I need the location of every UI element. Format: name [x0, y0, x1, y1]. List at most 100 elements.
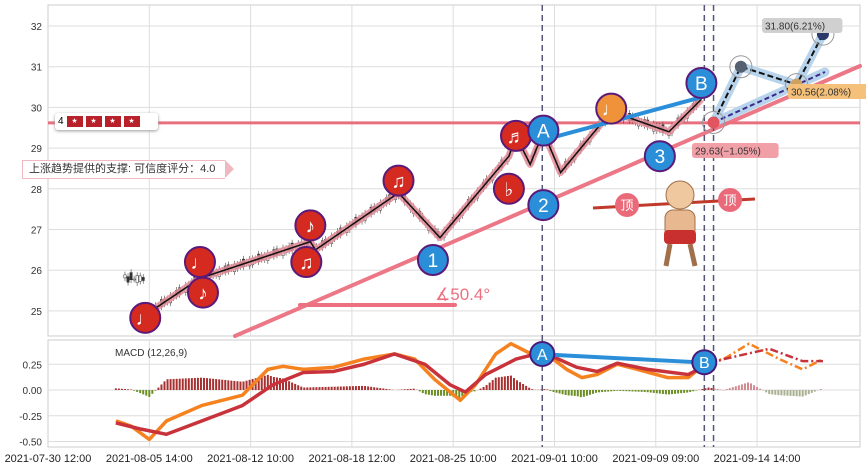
price-tick-label: 30 [31, 103, 43, 114]
macd-histogram-bar [354, 386, 357, 390]
macd-histogram-bar [677, 390, 680, 394]
macd-histogram-bar [737, 385, 740, 390]
angle-label: ∡50.4° [435, 285, 490, 304]
macd-histogram-bar [786, 390, 789, 396]
pattern-symbol: ♪ [306, 216, 316, 237]
macd-histogram-bar [206, 378, 209, 390]
macd-dea-line [115, 352, 710, 437]
macd-histogram-bar [306, 387, 309, 390]
macd-histogram-bar [807, 390, 810, 395]
macd-histogram-bar [440, 390, 443, 396]
macd-histogram-bar [212, 378, 215, 390]
macd-histogram-bar [497, 377, 500, 390]
macd-histogram-bar [582, 390, 585, 397]
macd-histogram-bar [595, 390, 598, 393]
macd-histogram-bar [221, 379, 224, 390]
macd-histogram-bar [701, 389, 704, 390]
macd-histogram-bar [655, 390, 658, 394]
pattern-symbol: 2 [538, 196, 549, 217]
macd-histogram-bar [224, 380, 227, 390]
macd-histogram-bar [215, 379, 218, 390]
macd-histogram-bar [199, 377, 202, 390]
macd-histogram-bar [671, 390, 674, 395]
pattern-marker [290, 246, 323, 279]
macd-histogram-bar [573, 390, 576, 396]
macd-histogram-bar [516, 380, 519, 390]
pattern-symbol: 3 [655, 147, 666, 168]
macd-histogram-bar [628, 390, 631, 392]
macd-histogram-bar [364, 386, 367, 390]
macd-histogram-bar [725, 389, 728, 390]
pattern-marker [186, 276, 219, 309]
macd-histogram-bar [351, 386, 354, 390]
macd-histogram-bar [707, 387, 710, 390]
macd-histogram-bar [591, 390, 594, 394]
macd-histogram-bar [163, 381, 166, 390]
macd-histogram-bar [312, 387, 315, 390]
macd-histogram-bar [233, 380, 236, 390]
macd-histogram-bar [127, 389, 130, 390]
macd-histogram-bar [813, 390, 816, 392]
macd-histogram-bar [680, 390, 683, 394]
macd-histogram-bar [269, 376, 272, 390]
cartoon-figure-icon [663, 180, 698, 267]
macd-histogram-bar [604, 390, 607, 392]
macd-histogram-bar [123, 389, 126, 390]
macd-histogram-bar [227, 380, 230, 390]
candle [126, 276, 130, 283]
macd-histogram-bar [303, 387, 306, 390]
forecast-label-bg [762, 18, 843, 33]
macd-histogram-bar [282, 378, 285, 390]
x-tick-label: 2021-09-01 10:00 [511, 453, 598, 465]
macd-histogram-bar [564, 390, 567, 396]
macd-histogram-bar [154, 390, 157, 391]
macd-histogram-bar [613, 390, 616, 392]
macd-marker [691, 349, 718, 376]
macd-histogram-bar [315, 387, 318, 390]
top-marker-icon [615, 193, 639, 217]
macd-histogram-bar [437, 390, 440, 396]
macd-histogram-bar [321, 387, 324, 390]
forecast-label: 30.56(2.08%) [788, 84, 866, 99]
macd-histogram-bar [522, 384, 525, 390]
macd-histogram-bar [433, 390, 436, 396]
macd-histogram-bar [148, 390, 151, 397]
candle [123, 274, 127, 279]
macd-histogram-bar [625, 390, 628, 392]
pattern-symbol: ♫ [299, 253, 313, 274]
macd-histogram-bar [175, 378, 178, 390]
macd-histogram-bar [631, 390, 634, 392]
macd-histogram-bar [774, 390, 777, 395]
price-tick-label: 31 [31, 63, 43, 74]
macd-histogram-bar [804, 390, 807, 396]
macd-histogram-bar [674, 390, 677, 394]
candle [138, 275, 142, 282]
macd-histogram-bar [643, 390, 646, 393]
macd-histogram-bar [242, 381, 245, 390]
macd-histogram-bar [768, 390, 771, 395]
candle [141, 277, 145, 281]
macd-histogram-bar [646, 390, 649, 393]
macd-histogram-bar [649, 390, 652, 393]
forecast-label-bg [692, 143, 779, 158]
macd-histogram-bar [531, 389, 534, 390]
macd-tick-label: -0.50 [19, 438, 42, 449]
macd-histogram-bar [777, 390, 780, 396]
macd-histogram-bar [309, 387, 312, 390]
pattern-marker [527, 189, 560, 222]
macd-histogram-bar [543, 389, 546, 390]
x-tick-label: 2021-08-05 14:00 [106, 453, 193, 465]
macd-histogram-bar [801, 390, 804, 397]
macd-histogram-bar [728, 388, 731, 390]
macd-dif-line-forecast [708, 342, 824, 371]
macd-histogram-bar [710, 388, 713, 390]
macd-histogram-bar [248, 379, 251, 390]
x-tick-label: 2021-09-14 14:00 [714, 453, 801, 465]
macd-histogram-bar [300, 386, 303, 390]
candle [129, 272, 133, 281]
macd-histogram-bar [601, 390, 604, 393]
macd-histogram-bar [181, 378, 184, 390]
macd-histogram-bar [333, 386, 336, 390]
x-tick-label: 2021-09-09 09:00 [612, 453, 699, 465]
